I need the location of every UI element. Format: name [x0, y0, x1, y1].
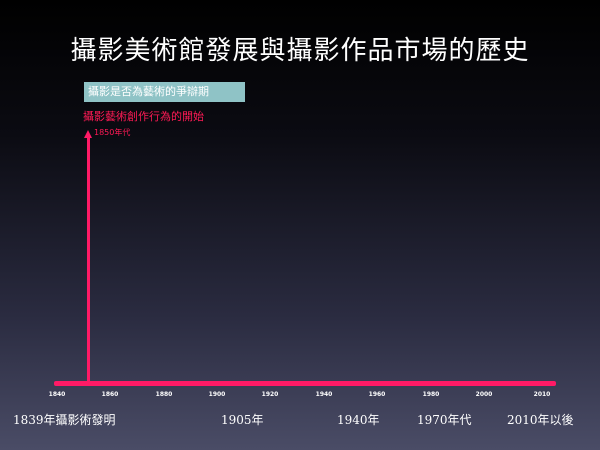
tick-label-1880: 1880: [155, 391, 173, 398]
event-label-1940: 1940年: [337, 413, 380, 427]
arrow-up-icon: [84, 130, 92, 138]
event-label-1839: 1839年攝影術發明: [13, 413, 116, 427]
tick-label-2010: 2010: [533, 391, 551, 398]
slide-title: 攝影美術館發展與攝影作品市場的歷史: [70, 36, 530, 66]
tick-label-1860: 1860: [101, 391, 119, 398]
art-start-date-label: 1850年代: [94, 128, 131, 137]
event-label-2010-onward: 2010年以後: [507, 413, 574, 427]
timeline-axis: [54, 381, 556, 386]
tick-label-1920: 1920: [261, 391, 279, 398]
tick-label-2000: 2000: [475, 391, 493, 398]
tick-label-1980: 1980: [422, 391, 440, 398]
marker-line-1850s: [87, 136, 90, 384]
art-start-label: 攝影藝術創作行為的開始: [83, 110, 204, 123]
debate-period-box: 攝影是否為藝術的爭辯期: [84, 82, 245, 102]
event-label-1905: 1905年: [221, 413, 264, 427]
tick-label-1840: 1840: [48, 391, 66, 398]
tick-label-1960: 1960: [368, 391, 386, 398]
tick-label-1900: 1900: [208, 391, 226, 398]
tick-label-1940: 1940: [315, 391, 333, 398]
event-label-1970s: 1970年代: [417, 413, 472, 427]
